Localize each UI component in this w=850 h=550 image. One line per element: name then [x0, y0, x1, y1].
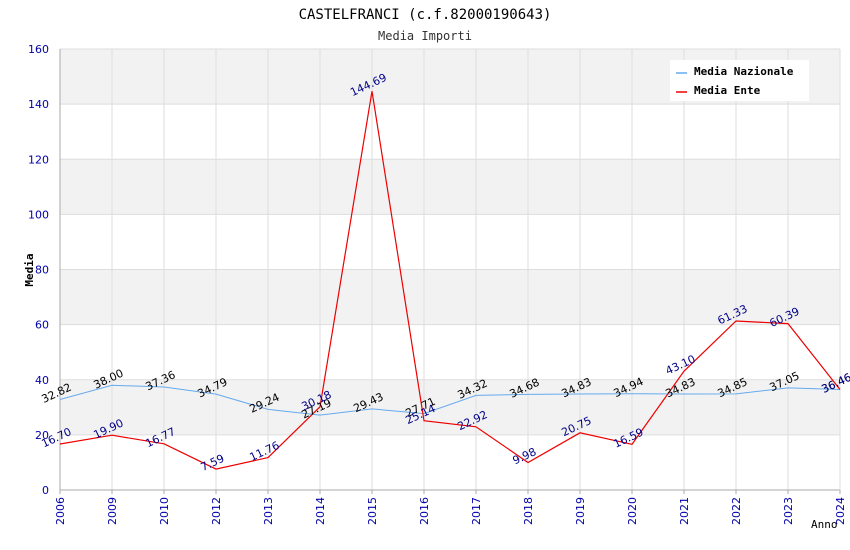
x-tick-label: 2010: [158, 497, 171, 525]
data-label-ente: 43.10: [663, 352, 697, 377]
legend-label-nazionale: Media Nazionale: [694, 65, 794, 78]
x-tick-label: 2017: [470, 497, 483, 525]
y-tick-label: 40: [35, 374, 49, 387]
y-tick-label: 120: [28, 153, 49, 166]
chart-subtitle: Media Importi: [378, 29, 472, 43]
x-tick-labels: 2006 2009 2010 2012 2013 2014 2015 2016 2017 2018…: [54, 497, 847, 525]
y-axis-label: Media: [23, 253, 36, 286]
series-line-ente: [59, 91, 841, 470]
x-tick-label: 2022: [730, 497, 743, 525]
legend-box: [670, 60, 809, 101]
x-tick-label: 2015: [366, 497, 379, 525]
y-tick-label: 140: [28, 98, 49, 111]
series-lines: [59, 91, 841, 470]
y-tick-label: 0: [42, 484, 49, 497]
y-tick-labels: 0 20 40 60 80 100 120 140 160: [28, 43, 49, 497]
y-tick-label: 80: [35, 264, 49, 277]
x-tick-label: 2023: [782, 497, 795, 525]
x-tick-label: 2009: [106, 497, 119, 525]
y-tick-label: 60: [35, 319, 49, 332]
x-tick-label: 2014: [314, 497, 327, 525]
y-tick-label: 100: [28, 208, 49, 221]
x-tick-label: 2006: [54, 497, 67, 525]
x-tick-label: 2016: [418, 497, 431, 525]
y-tick-label: 160: [28, 43, 49, 56]
data-label-ente: 9.98: [511, 445, 539, 467]
band: [60, 379, 840, 435]
background-bands: [60, 49, 840, 435]
x-tick-label: 2020: [626, 497, 639, 525]
x-tick-label: 2012: [210, 497, 223, 525]
x-tick-label: 2018: [522, 497, 535, 525]
data-label-ente: 11.76: [247, 439, 281, 464]
x-tick-label: 2021: [678, 497, 691, 525]
x-tick-label: 2013: [262, 497, 275, 525]
band: [60, 159, 840, 215]
x-tick-label: 2019: [574, 497, 587, 525]
band: [60, 269, 840, 325]
data-label-ente: 7.59: [199, 452, 227, 474]
grid-lines: [59, 48, 841, 491]
legend: Media Nazionale Media Ente: [670, 60, 809, 101]
chart-title: CASTELFRANCI (c.f.82000190643): [299, 7, 552, 23]
series-line-nazionale: [59, 384, 841, 416]
x-axis-label: Anno: [811, 518, 838, 531]
axes: [59, 49, 841, 494]
legend-label-ente: Media Ente: [694, 84, 761, 97]
y-tick-label: 20: [35, 429, 49, 442]
x-tick-label: 2024: [834, 497, 847, 525]
